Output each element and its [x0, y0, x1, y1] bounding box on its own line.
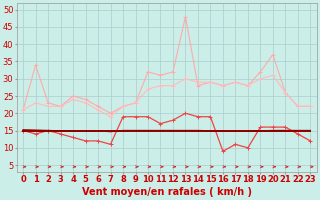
X-axis label: Vent moyen/en rafales ( km/h ): Vent moyen/en rafales ( km/h ) — [82, 187, 252, 197]
